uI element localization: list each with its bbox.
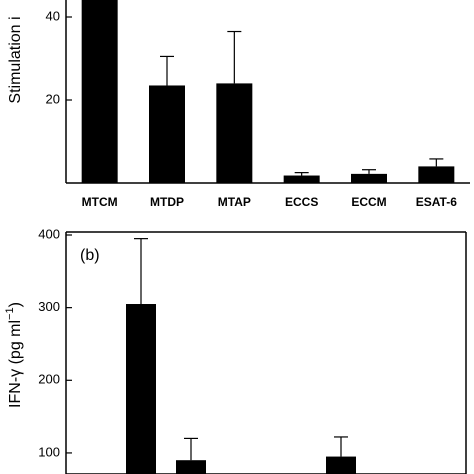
y-axis-label-sup: −1 bbox=[4, 307, 16, 320]
x-tick-label: ECCM bbox=[351, 195, 386, 209]
bar bbox=[149, 85, 185, 183]
x-tick-label: ESAT-6 bbox=[416, 195, 457, 209]
y-axis-label-main: IFN-γ (pg ml bbox=[7, 320, 24, 408]
plot-area bbox=[126, 238, 356, 474]
plot-area bbox=[81, 0, 455, 183]
bar bbox=[351, 173, 387, 183]
bar bbox=[176, 460, 206, 474]
bar bbox=[81, 0, 118, 183]
y-tick-label: 400 bbox=[38, 226, 60, 241]
y-tick-label: 20 bbox=[46, 91, 60, 106]
x-tick-label: MTDP bbox=[150, 195, 184, 209]
bar bbox=[326, 456, 356, 474]
y-axis-label: IFN-γ (pg ml−1) bbox=[4, 302, 24, 408]
x-tick-label: ECCS bbox=[285, 195, 318, 209]
x-tick-label: MTCM bbox=[82, 195, 118, 209]
bar bbox=[283, 175, 320, 183]
y-tick-label: 40 bbox=[46, 8, 60, 23]
y-tick-label: 100 bbox=[38, 444, 60, 459]
bar bbox=[418, 166, 455, 183]
panel-label: (b) bbox=[80, 247, 100, 264]
x-tick-label: MTAP bbox=[218, 195, 251, 209]
y-axis-label: Stimulation i bbox=[7, 16, 24, 103]
bar bbox=[126, 304, 156, 474]
y-tick-label: 200 bbox=[38, 372, 60, 387]
y-axis-label-end: ) bbox=[7, 302, 24, 307]
y-tick-label: 300 bbox=[38, 299, 60, 314]
bar bbox=[216, 83, 253, 183]
